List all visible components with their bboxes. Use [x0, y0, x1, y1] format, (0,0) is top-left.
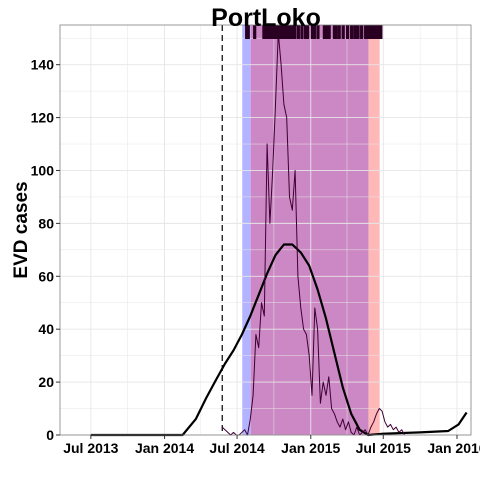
x-axis: Jul 2013 Jan 2014 Jul 2014 Jan 2015 Jul 2015… [63, 435, 480, 456]
y-tick-label: 0 [46, 427, 54, 443]
x-tick-label: Jan 2014 [135, 440, 194, 456]
rug-mark [271, 25, 275, 39]
rug-mark [322, 25, 326, 39]
x-tick-label: Jan 2016 [427, 440, 480, 456]
rug-mark [273, 25, 278, 39]
rug-mark [253, 25, 257, 39]
rug-mark [316, 25, 320, 39]
shaded-region-1 [242, 25, 251, 435]
rug-mark [364, 25, 368, 39]
rug-mark [327, 25, 331, 39]
rug-mark [305, 25, 310, 39]
y-axis: 0 20 40 60 80 100 120 140 [31, 57, 60, 443]
y-axis-label: EVD cases [11, 181, 32, 278]
rug-mark [303, 25, 308, 39]
y-tick-label: 140 [31, 57, 55, 73]
x-tick-label: Jul 2013 [63, 440, 118, 456]
x-tick-label: Jan 2015 [281, 440, 340, 456]
rug-mark [283, 25, 287, 39]
rug-mark [276, 25, 280, 39]
y-tick-label: 60 [38, 268, 54, 284]
rug-mark [360, 25, 364, 39]
rug-mark [334, 25, 338, 39]
rug-mark [268, 25, 272, 39]
rug-mark [245, 25, 249, 39]
rug-mark [337, 25, 341, 39]
y-tick-label: 20 [38, 374, 54, 390]
rug-mark [368, 25, 372, 39]
chart-title: PortLoko [211, 4, 321, 32]
y-tick-label: 100 [31, 162, 55, 178]
y-tick-label: 40 [38, 321, 54, 337]
rug-mark [281, 25, 285, 39]
rug-marks [245, 25, 383, 39]
y-tick-label: 120 [31, 110, 55, 126]
plot-border [59, 24, 472, 436]
series-lines [90, 32, 468, 437]
rug-mark [278, 25, 282, 39]
rug-mark [285, 25, 290, 39]
shaded-region-2 [250, 25, 369, 435]
rug-mark [350, 25, 354, 39]
rug-mark [246, 25, 250, 39]
rug-mark [346, 25, 350, 39]
rug-mark [365, 25, 369, 39]
rug-mark [341, 25, 345, 39]
rug-mark [310, 25, 314, 39]
x-tick-label: Jul 2014 [209, 440, 264, 456]
rug-mark [296, 25, 300, 39]
rug-mark [356, 25, 360, 39]
rug-mark [312, 25, 316, 39]
rug-mark [264, 25, 268, 39]
y-tick-label: 80 [38, 215, 54, 231]
rug-mark [325, 25, 329, 39]
observed-cases-line [221, 32, 405, 436]
rug-mark [288, 25, 292, 39]
rug-mark [354, 25, 358, 39]
rug-mark [379, 25, 383, 39]
rug-mark [300, 25, 304, 39]
rug-mark [293, 25, 297, 39]
rug-mark [332, 25, 337, 39]
fitted-curve-line [90, 243, 468, 437]
shaded-region-3 [368, 25, 380, 435]
rug-mark [290, 25, 294, 39]
x-tick-label: Jul 2015 [356, 440, 411, 456]
